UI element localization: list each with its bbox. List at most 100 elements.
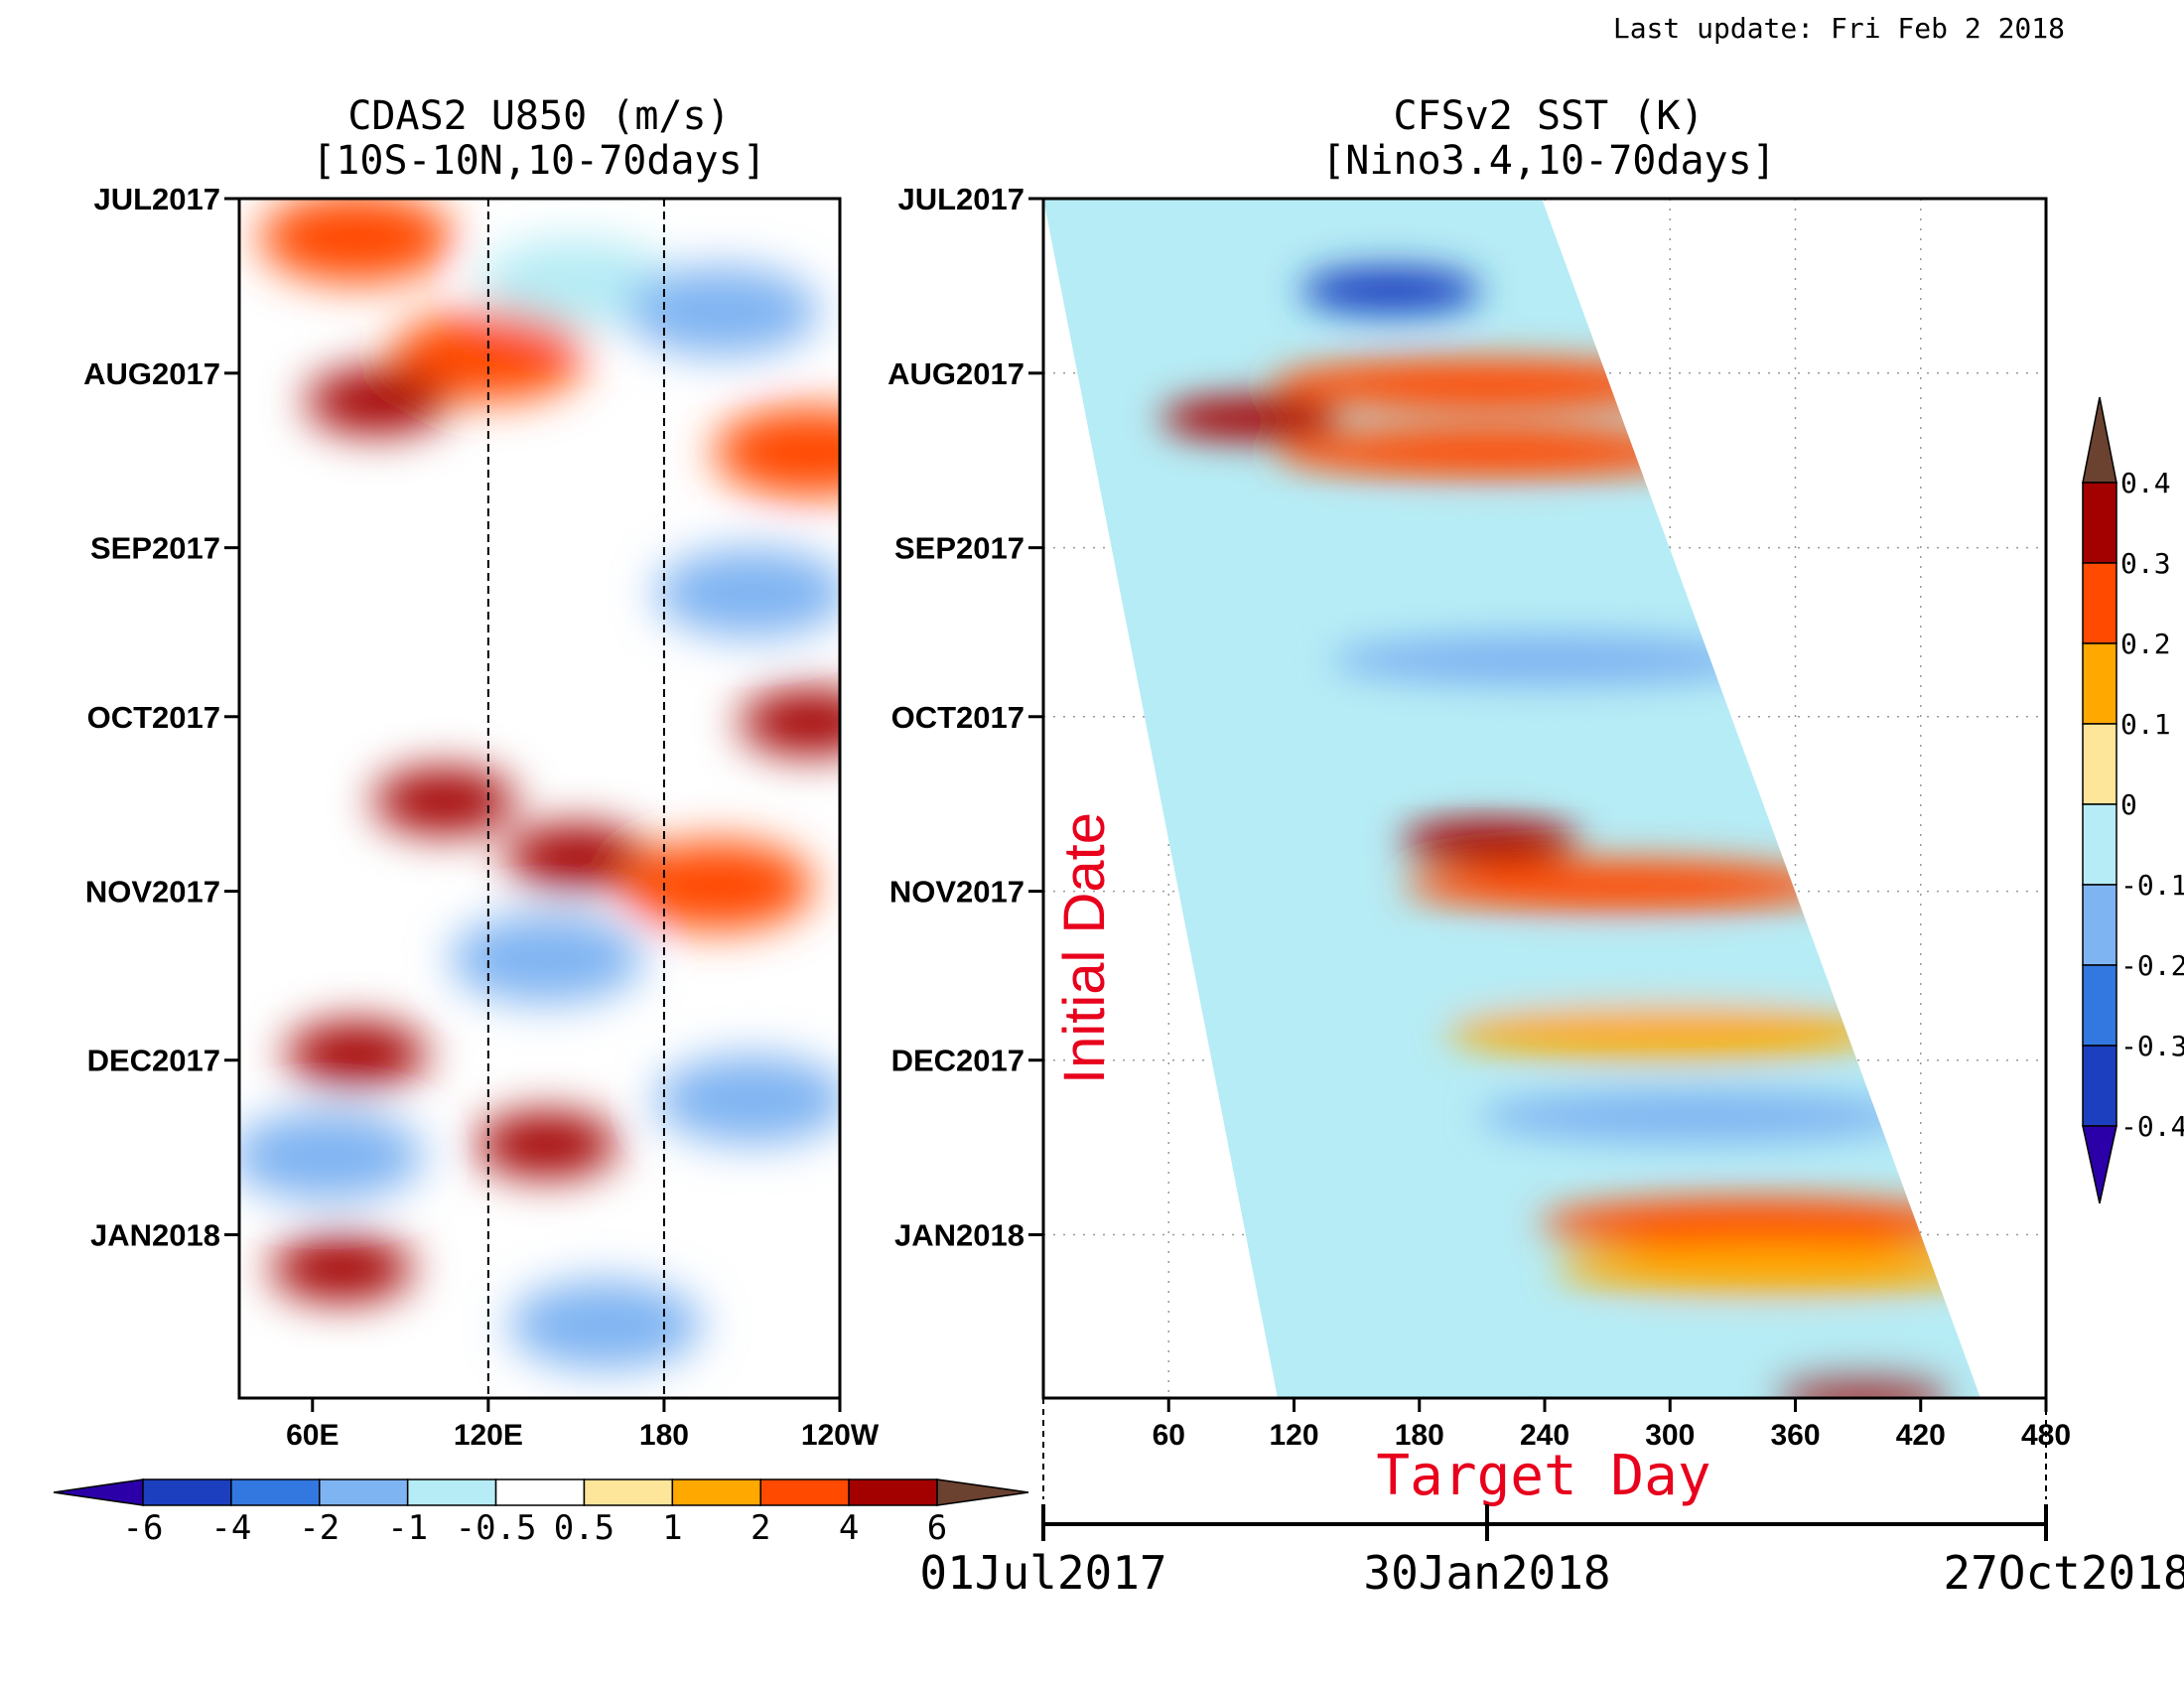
date-start-label: 01Jul2017 (919, 1546, 1166, 1600)
left-anomaly-blob-4 (306, 368, 449, 435)
right-x-tick-label: 240 (1520, 1419, 1570, 1452)
left-y-tick-label: SEP2017 (90, 531, 220, 566)
left-colorbar-label: 1 (662, 1508, 682, 1548)
left-x-tick-label: 120W (801, 1419, 880, 1452)
right-y-tick-label: JAN2018 (894, 1218, 1024, 1253)
right-anomaly-blob-16 (1772, 1370, 1952, 1398)
right-xlabel: Target Day (1376, 1444, 1710, 1508)
left-y-tick-label: JUL2017 (93, 182, 220, 216)
left-colorbar-label: -1 (387, 1508, 428, 1548)
right-y-tick-label: JUL2017 (897, 182, 1024, 216)
right-y-axis: JUL2017 AUG2017 SEP2017 OCT2017 NOV2017 DEC20… (887, 182, 1043, 1253)
left-colorbar: -6 -4 -2 -1 -0.5 0.5 1 2 4 6 (53, 1478, 1029, 1548)
right-anomaly-field (1160, 266, 1980, 1398)
right-y-tick-label: DEC2017 (891, 1044, 1024, 1078)
right-colorbar-swatch (2082, 562, 2117, 644)
right-subtitle: [Nino3.4,10-70days] (1321, 138, 1776, 184)
left-anomaly-blob-9 (504, 824, 647, 891)
right-x-tick-label: 360 (1770, 1419, 1820, 1452)
right-y-tick-label: NOV2017 (889, 875, 1024, 910)
left-anomaly-blob-10 (619, 840, 814, 930)
right-colorbar: 0.4 0.3 0.2 0.1 0 -0.1 -0.2 -0.3 -0.4 (2082, 396, 2184, 1204)
left-anomaly-blob-15 (239, 1111, 425, 1201)
right-anomaly-blob-3 (1160, 396, 1340, 441)
left-anomaly-blob-7 (740, 689, 840, 756)
left-colorbar-over-triangle (936, 1478, 1029, 1506)
right-y-tick-label: SEP2017 (894, 531, 1024, 566)
right-colorbar-label: -0.1 (2120, 869, 2184, 902)
right-colorbar-label: -0.4 (2120, 1110, 2184, 1143)
right-anomaly-blob-12 (1478, 1090, 1916, 1143)
left-anomaly-blob-11 (450, 914, 644, 1004)
right-y-tick-label: OCT2017 (891, 700, 1024, 735)
right-anomaly-blob-2 (1270, 358, 1707, 411)
left-anomaly-field (239, 199, 840, 1370)
left-x-tick-label: 120E (454, 1419, 523, 1452)
right-x-tick-label: 180 (1395, 1419, 1444, 1452)
left-anomaly-blob-5 (714, 407, 840, 497)
right-anomaly-blob-14 (1556, 1242, 1980, 1295)
right-colorbar-label: -0.3 (2120, 1030, 2184, 1062)
right-x-tick-label: 120 (1269, 1419, 1318, 1452)
right-ylabel: Initial Date (1052, 812, 1117, 1084)
left-colorbar-swatch (406, 1478, 497, 1506)
right-x-tick-label: 60 (1153, 1419, 1185, 1452)
right-colorbar-swatch (2082, 964, 2117, 1047)
left-anomaly-blob-8 (373, 768, 516, 834)
right-date-axis: 01Jul2017 30Jan2018 27Oct2018 (919, 1398, 2184, 1600)
right-anomaly-blob-1 (1300, 266, 1480, 311)
left-subtitle: [10S-10N,10-70days] (312, 138, 766, 184)
left-anomaly-blob-16 (270, 1235, 413, 1302)
left-colorbar-swatch (319, 1478, 409, 1506)
left-colorbar-label: -2 (299, 1508, 340, 1548)
right-x-tick-label: 300 (1645, 1419, 1695, 1452)
left-y-tick-label: AUG2017 (83, 356, 220, 391)
right-colorbar-swatch (2082, 482, 2117, 564)
right-anomaly-blob-8 (1401, 818, 1580, 863)
last-update-text: Last update: Fri Feb 2 2018 (1613, 12, 2065, 45)
right-colorbar-label: 0.2 (2120, 628, 2171, 660)
left-anomaly-blob-17 (508, 1280, 703, 1370)
left-plot-frame (237, 197, 842, 1400)
left-x-axis: 60E 120E 180 120W (286, 1398, 880, 1452)
left-y-tick-label: NOV2017 (85, 875, 220, 910)
right-colorbar-swatch (2082, 884, 2117, 966)
right-anomaly-blob-9 (1403, 859, 1841, 912)
left-x-tick-label: 60E (286, 1419, 339, 1452)
right-colorbar-under-triangle (2082, 1125, 2117, 1204)
right-anomaly-blob-4 (1274, 426, 1711, 479)
left-colorbar-swatch (494, 1478, 586, 1506)
left-plot-area (239, 199, 840, 1398)
right-colorbar-label: 0.4 (2120, 467, 2171, 499)
right-anomaly-blob-6 (1330, 634, 1768, 687)
right-anomaly-blob-15 (1545, 1327, 1980, 1379)
left-colorbar-swatch (759, 1478, 850, 1506)
left-x-tick-label: 180 (639, 1419, 689, 1452)
right-colorbar-swatch (2082, 723, 2117, 805)
left-anomaly-blob-13 (476, 1111, 618, 1178)
left-anomaly-blob-6 (654, 548, 840, 637)
left-y-axis: JUL2017 AUG2017 SEP2017 OCT2017 NOV2017 DEC20… (83, 182, 239, 1253)
right-colorbar-swatch (2082, 642, 2117, 725)
left-anomaly-blob-12 (285, 1022, 428, 1088)
left-colorbar-label: 6 (927, 1508, 947, 1548)
right-anomaly-blob-10 (1405, 949, 1843, 1002)
right-colorbar-swatch (2082, 1045, 2117, 1127)
date-end-label: 27Oct2018 (1943, 1546, 2184, 1600)
right-colorbar-over-triangle (2082, 396, 2117, 484)
left-anomaly-blob-1 (478, 238, 673, 329)
right-x-tick-label: 420 (1896, 1419, 1946, 1452)
right-colorbar-label: -0.2 (2120, 949, 2184, 982)
left-colorbar-swatch (848, 1478, 938, 1506)
right-colorbar-label: 0.3 (2120, 547, 2171, 580)
left-colorbar-label: -0.5 (456, 1508, 537, 1548)
left-anomaly-blob-14 (654, 1055, 840, 1145)
left-colorbar-label: 2 (751, 1508, 770, 1548)
right-title: CFSv2 SST (K) (1393, 93, 1704, 139)
left-anomaly-blob-2 (625, 266, 820, 356)
left-colorbar-label: 4 (839, 1508, 859, 1548)
left-colorbar-label: 0.5 (554, 1508, 614, 1548)
left-colorbar-label: -4 (210, 1508, 251, 1548)
left-colorbar-swatch (583, 1478, 674, 1506)
